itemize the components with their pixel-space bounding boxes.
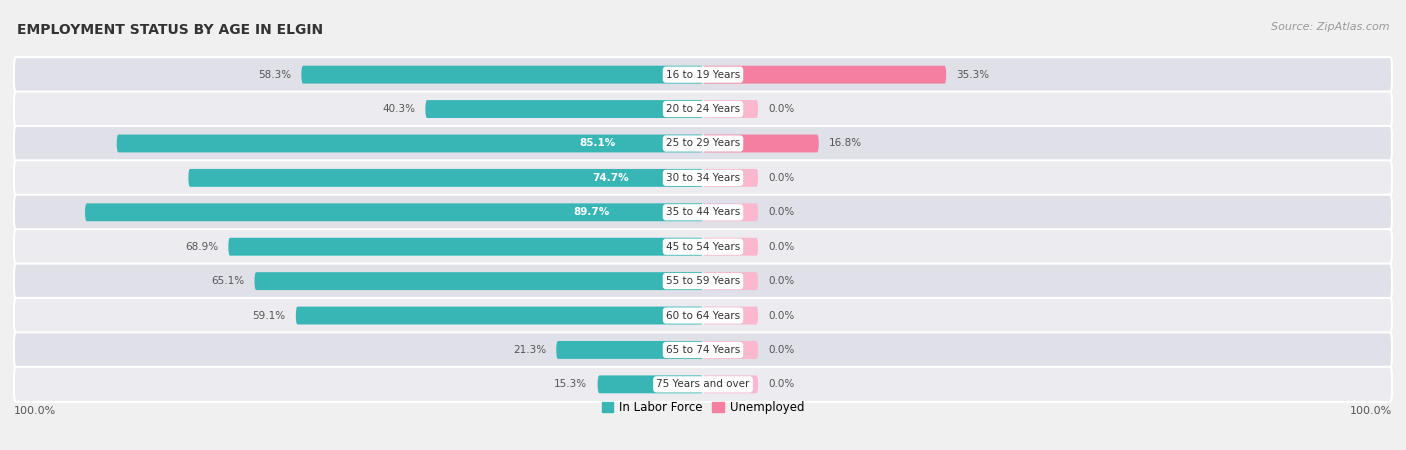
- FancyBboxPatch shape: [14, 367, 1392, 402]
- FancyBboxPatch shape: [703, 341, 758, 359]
- Text: 85.1%: 85.1%: [579, 139, 616, 148]
- Text: 68.9%: 68.9%: [184, 242, 218, 252]
- FancyBboxPatch shape: [14, 195, 1392, 230]
- FancyBboxPatch shape: [14, 126, 1392, 161]
- Text: 58.3%: 58.3%: [257, 70, 291, 80]
- FancyBboxPatch shape: [14, 160, 1392, 195]
- FancyBboxPatch shape: [117, 135, 703, 153]
- Text: Source: ZipAtlas.com: Source: ZipAtlas.com: [1271, 22, 1389, 32]
- Text: 74.7%: 74.7%: [592, 173, 628, 183]
- Text: 0.0%: 0.0%: [769, 104, 794, 114]
- Text: 55 to 59 Years: 55 to 59 Years: [666, 276, 740, 286]
- Text: 0.0%: 0.0%: [769, 310, 794, 320]
- FancyBboxPatch shape: [254, 272, 703, 290]
- FancyBboxPatch shape: [703, 169, 758, 187]
- Text: 65 to 74 Years: 65 to 74 Years: [666, 345, 740, 355]
- FancyBboxPatch shape: [14, 229, 1392, 264]
- FancyBboxPatch shape: [703, 135, 818, 153]
- FancyBboxPatch shape: [703, 306, 758, 324]
- FancyBboxPatch shape: [598, 375, 703, 393]
- Text: 40.3%: 40.3%: [382, 104, 415, 114]
- FancyBboxPatch shape: [14, 298, 1392, 333]
- FancyBboxPatch shape: [557, 341, 703, 359]
- FancyBboxPatch shape: [14, 264, 1392, 299]
- FancyBboxPatch shape: [14, 57, 1392, 92]
- Text: 0.0%: 0.0%: [769, 207, 794, 217]
- FancyBboxPatch shape: [703, 100, 758, 118]
- FancyBboxPatch shape: [301, 66, 703, 84]
- Text: 15.3%: 15.3%: [554, 379, 588, 389]
- Text: 0.0%: 0.0%: [769, 242, 794, 252]
- FancyBboxPatch shape: [703, 375, 758, 393]
- FancyBboxPatch shape: [14, 91, 1392, 126]
- Text: 100.0%: 100.0%: [1350, 406, 1392, 416]
- FancyBboxPatch shape: [703, 238, 758, 256]
- Text: 60 to 64 Years: 60 to 64 Years: [666, 310, 740, 320]
- Text: 21.3%: 21.3%: [513, 345, 546, 355]
- FancyBboxPatch shape: [228, 238, 703, 256]
- Text: 45 to 54 Years: 45 to 54 Years: [666, 242, 740, 252]
- FancyBboxPatch shape: [295, 306, 703, 324]
- FancyBboxPatch shape: [84, 203, 703, 221]
- Text: 65.1%: 65.1%: [211, 276, 245, 286]
- FancyBboxPatch shape: [14, 333, 1392, 368]
- Text: 0.0%: 0.0%: [769, 379, 794, 389]
- FancyBboxPatch shape: [703, 203, 758, 221]
- Text: 0.0%: 0.0%: [769, 276, 794, 286]
- Text: EMPLOYMENT STATUS BY AGE IN ELGIN: EMPLOYMENT STATUS BY AGE IN ELGIN: [17, 22, 323, 36]
- Text: 0.0%: 0.0%: [769, 345, 794, 355]
- FancyBboxPatch shape: [703, 66, 946, 84]
- Text: 59.1%: 59.1%: [253, 310, 285, 320]
- Text: 35.3%: 35.3%: [956, 70, 990, 80]
- Text: 89.7%: 89.7%: [574, 207, 610, 217]
- FancyBboxPatch shape: [703, 272, 758, 290]
- Text: 30 to 34 Years: 30 to 34 Years: [666, 173, 740, 183]
- Text: 100.0%: 100.0%: [14, 406, 56, 416]
- Text: 35 to 44 Years: 35 to 44 Years: [666, 207, 740, 217]
- Text: 75 Years and over: 75 Years and over: [657, 379, 749, 389]
- FancyBboxPatch shape: [188, 169, 703, 187]
- Legend: In Labor Force, Unemployed: In Labor Force, Unemployed: [598, 396, 808, 418]
- Text: 16.8%: 16.8%: [830, 139, 862, 148]
- Text: 0.0%: 0.0%: [769, 173, 794, 183]
- FancyBboxPatch shape: [426, 100, 703, 118]
- Text: 16 to 19 Years: 16 to 19 Years: [666, 70, 740, 80]
- Text: 25 to 29 Years: 25 to 29 Years: [666, 139, 740, 148]
- Text: 20 to 24 Years: 20 to 24 Years: [666, 104, 740, 114]
